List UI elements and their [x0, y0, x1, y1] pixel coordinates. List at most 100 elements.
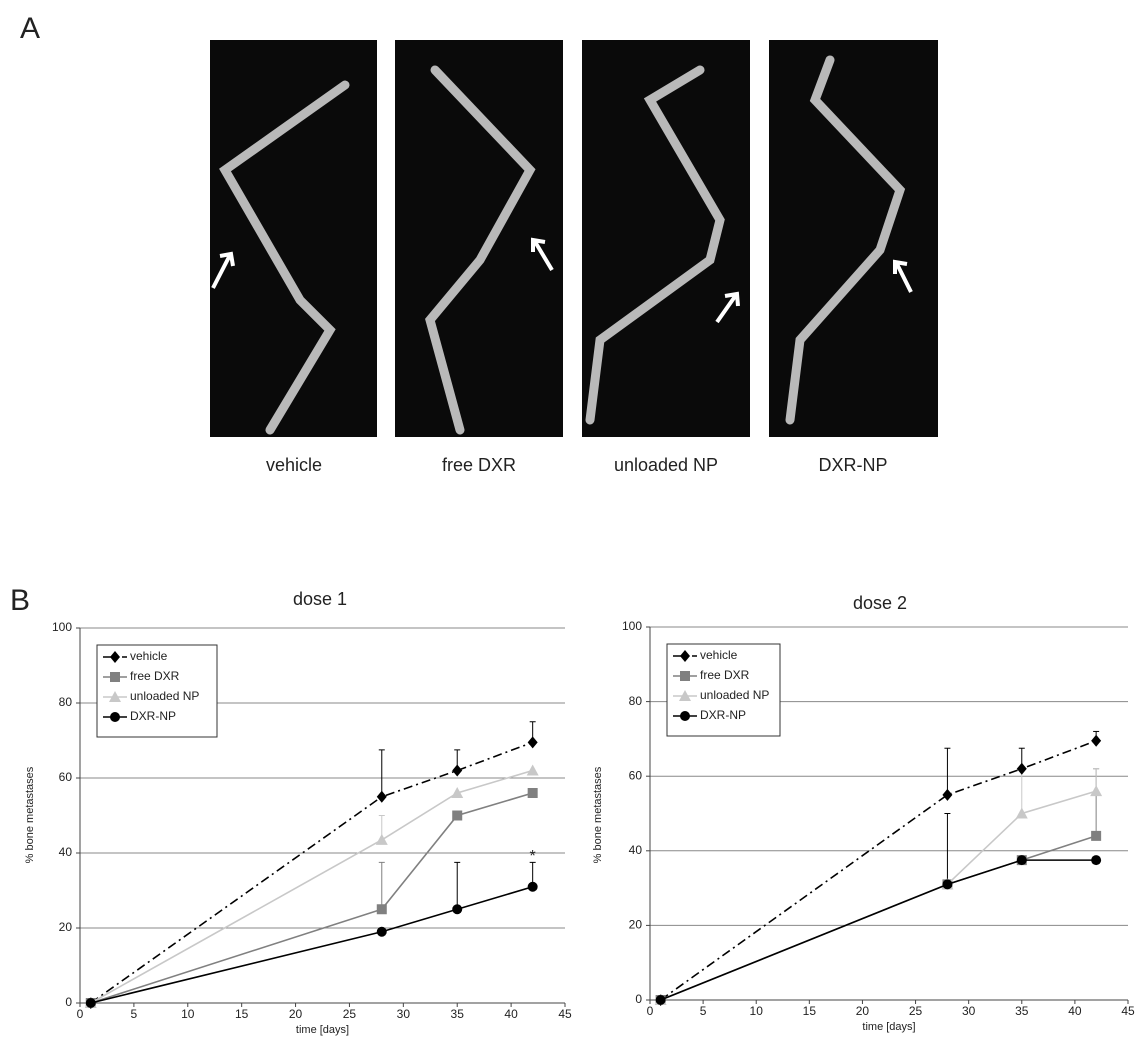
legend-label: free DXR: [700, 668, 750, 682]
image-caption: unloaded NP: [614, 455, 718, 475]
x-tick-label: 20: [289, 1007, 303, 1021]
y-tick-label: 40: [59, 845, 73, 859]
x-tick-label: 10: [181, 1007, 195, 1021]
legend-marker: [679, 690, 691, 701]
chart-title: dose 1: [293, 589, 347, 609]
marker: [1091, 855, 1102, 866]
y-axis-label: % bone metastases: [24, 766, 36, 863]
marker: [376, 926, 387, 937]
x-tick-label: 10: [750, 1004, 764, 1018]
x-tick-label: 5: [131, 1007, 138, 1021]
legend-label: free DXR: [130, 669, 180, 683]
y-tick-label: 20: [59, 920, 73, 934]
x-tick-label: 15: [235, 1007, 249, 1021]
xray-image: [395, 40, 563, 437]
x-tick-label: 25: [343, 1007, 357, 1021]
xray-image: [582, 40, 750, 437]
series-line: [90, 741, 533, 1004]
legend-label: DXR-NP: [130, 709, 176, 723]
marker: [527, 736, 538, 749]
x-axis-label: time [days]: [862, 1021, 915, 1033]
panel-label: A: [20, 12, 40, 45]
marker: [1091, 830, 1102, 841]
y-axis-label: % bone metastases: [592, 766, 604, 863]
legend-marker: [680, 671, 690, 681]
marker: [1015, 807, 1028, 819]
arrow: [531, 237, 554, 272]
y-tick-label: 60: [59, 770, 73, 784]
x-tick-label: 0: [647, 1004, 654, 1018]
image-caption: DXR-NP: [818, 455, 887, 475]
x-tick-label: 20: [856, 1004, 870, 1018]
marker: [655, 995, 666, 1005]
marker: [526, 764, 539, 776]
image-caption: free DXR: [442, 455, 516, 475]
x-tick-label: 25: [909, 1004, 923, 1018]
y-tick-label: 100: [622, 619, 642, 633]
bone: [585, 65, 725, 425]
marker: [942, 788, 953, 801]
legend-label: unloaded NP: [700, 688, 769, 702]
y-tick-label: 60: [629, 768, 643, 782]
legend-label: vehicle: [700, 648, 738, 662]
marker: [1090, 785, 1103, 797]
marker: [527, 881, 538, 892]
bone: [219, 80, 350, 435]
x-tick-label: 40: [1068, 1004, 1082, 1018]
x-tick-label: 5: [700, 1004, 707, 1018]
series-line: [660, 859, 1097, 1001]
series-line: [90, 769, 533, 1004]
panel-label: B: [10, 584, 30, 617]
legend-marker: [109, 691, 121, 702]
x-tick-label: 45: [1121, 1004, 1135, 1018]
marker: [527, 788, 538, 798]
x-tick-label: 30: [397, 1007, 411, 1021]
y-tick-label: 80: [629, 694, 643, 708]
y-tick-label: 20: [629, 918, 643, 932]
marker: [376, 904, 387, 915]
series-line: [660, 740, 1097, 1001]
xray-images: [210, 40, 938, 437]
y-tick-label: 100: [52, 620, 72, 634]
legend-marker: [110, 712, 120, 722]
x-tick-label: 15: [803, 1004, 817, 1018]
x-tick-label: 40: [504, 1007, 518, 1021]
x-axis-label: time [days]: [296, 1024, 349, 1036]
marker: [1016, 855, 1027, 866]
marker: [452, 764, 463, 777]
bone: [785, 55, 906, 425]
y-tick-label: 0: [635, 992, 642, 1006]
arrow: [893, 259, 913, 293]
x-tick-label: 30: [962, 1004, 976, 1018]
series-line: [90, 885, 533, 1004]
arrow: [211, 251, 235, 289]
legend-marker: [110, 651, 120, 663]
marker: [452, 904, 463, 915]
xray-image: [210, 40, 377, 437]
image-caption: vehicle: [266, 455, 322, 475]
chart-title: dose 2: [853, 593, 907, 613]
x-tick-label: 35: [1015, 1004, 1029, 1018]
x-tick-label: 35: [451, 1007, 465, 1021]
legend-marker: [680, 711, 690, 721]
y-tick-label: 0: [65, 995, 72, 1009]
annotation: *: [530, 848, 536, 865]
marker: [451, 787, 464, 798]
marker: [85, 998, 96, 1008]
legend-label: vehicle: [130, 649, 168, 663]
legend-marker: [110, 672, 120, 682]
legend-marker: [680, 650, 690, 662]
x-tick-label: 45: [558, 1007, 572, 1021]
marker: [376, 790, 387, 803]
x-tick-label: 0: [77, 1007, 84, 1021]
series-line: [90, 792, 533, 1004]
y-tick-label: 80: [59, 695, 73, 709]
arrow: [715, 291, 740, 324]
y-tick-label: 40: [629, 843, 643, 857]
legend-label: DXR-NP: [700, 708, 746, 722]
marker: [375, 833, 388, 845]
marker: [1091, 734, 1102, 747]
series-line: [660, 790, 1097, 1001]
marker: [1016, 762, 1027, 775]
